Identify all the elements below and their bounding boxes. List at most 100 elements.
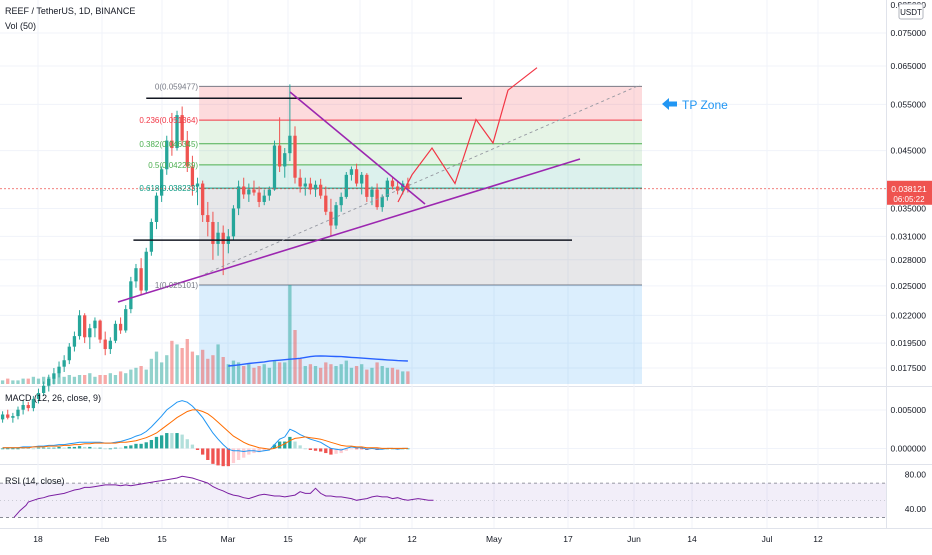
volume-bar — [175, 344, 179, 384]
macd-histogram-bar — [349, 448, 354, 450]
volume-bar — [360, 364, 364, 384]
macd-histogram-bar — [62, 447, 66, 449]
volume-bar — [293, 330, 297, 384]
macd-histogram-bar — [149, 439, 154, 449]
macd-histogram-bar — [277, 441, 282, 449]
candle-body — [170, 140, 174, 149]
volume-bar — [303, 366, 307, 384]
candle-body — [365, 174, 369, 197]
price-tick-label: 0.031000 — [891, 231, 927, 241]
volume-bar — [21, 378, 25, 384]
candle-body — [195, 183, 200, 187]
macd-histogram-bar — [185, 439, 189, 449]
volume-bar — [0, 380, 5, 384]
macd-histogram-bar — [134, 443, 138, 449]
macd-histogram-bar — [195, 448, 200, 450]
candle-body — [216, 232, 220, 244]
volume-bar — [308, 364, 313, 384]
rsi-tick-label: 80.00 — [905, 470, 927, 480]
candle-body — [41, 385, 46, 393]
macd-histogram-bar — [190, 444, 195, 449]
time-tick-label: 15 — [283, 534, 293, 544]
volume-bar — [108, 373, 112, 384]
volume-bar — [206, 358, 210, 384]
volume-bar — [129, 369, 133, 384]
time-tick-label: Jul — [762, 534, 773, 544]
rsi-band — [0, 483, 886, 518]
fib-zone — [199, 143, 643, 165]
candle-body — [206, 215, 210, 222]
candle-body — [93, 320, 97, 329]
macd-histogram-bar — [221, 448, 225, 467]
candle-body — [267, 189, 272, 196]
volume-bar — [190, 351, 195, 384]
candle-body — [272, 145, 277, 190]
candle-body — [201, 183, 205, 216]
volume-bar — [283, 362, 287, 384]
candle-body — [380, 196, 384, 208]
volume-bar — [375, 362, 379, 384]
candle-body — [283, 153, 287, 167]
candle-body — [313, 184, 318, 190]
candle-body — [165, 140, 169, 170]
fib-level-label: 0.618(0.038233) — [139, 184, 198, 193]
macd-histogram-bar — [98, 447, 102, 449]
macd-histogram-bar — [154, 436, 159, 449]
candle-body — [154, 195, 159, 222]
volume-bar — [380, 366, 384, 384]
macd-histogram-bar — [175, 433, 179, 449]
fib-level-label: 0.236(0.051364) — [139, 116, 198, 125]
candle-body — [334, 205, 338, 226]
candle-body — [118, 323, 123, 331]
volume-bar — [31, 376, 36, 384]
candle-body — [211, 221, 215, 244]
volume-bar — [144, 369, 148, 384]
candle-body — [83, 315, 87, 338]
volume-indicator-label: Vol (50) — [5, 21, 36, 31]
candle-body — [190, 166, 195, 187]
macd-histogram-bar — [108, 448, 112, 450]
macd-histogram-bar — [67, 446, 71, 449]
volume-bar — [298, 358, 302, 384]
volume-bar — [195, 355, 200, 384]
candle-body — [47, 378, 51, 386]
price-tick-label: 0.019500 — [891, 338, 927, 348]
volume-bar — [390, 367, 395, 384]
volume-bar — [201, 349, 205, 384]
volume-bar — [134, 367, 138, 384]
volume-bar — [83, 375, 87, 384]
volume-bar — [67, 375, 71, 384]
volume-bar — [334, 366, 338, 384]
volume-bar — [401, 371, 405, 384]
candle-body — [252, 189, 256, 193]
price-tick-label: 0.022000 — [891, 310, 927, 320]
candle-body — [149, 221, 154, 252]
macd-histogram-bar — [0, 448, 5, 450]
macd-histogram-bar — [231, 448, 236, 464]
macd-histogram-bar — [303, 448, 307, 450]
candle-body — [175, 115, 179, 149]
volume-bar — [6, 378, 10, 384]
volume-bar — [113, 375, 118, 384]
tp-zone-label: TP Zone — [682, 98, 728, 112]
macd-histogram-bar — [118, 447, 123, 449]
volume-bar — [62, 376, 66, 384]
macd-histogram-bar — [11, 448, 15, 450]
candle-body — [257, 192, 261, 202]
volume-bar — [170, 340, 174, 384]
fib-zone — [199, 120, 643, 144]
currency-badge[interactable] — [898, 3, 924, 20]
volume-bar — [77, 375, 82, 384]
volume-ma-line — [228, 355, 408, 367]
macd-histogram-bar — [308, 448, 313, 450]
volume-bar — [26, 378, 30, 384]
time-tick-label: Feb — [95, 534, 110, 544]
candle-body — [344, 174, 348, 197]
macd-histogram-bar — [319, 448, 323, 452]
candle-body — [6, 414, 10, 418]
macd-histogram-bar — [129, 445, 133, 449]
macd-histogram-bar — [72, 446, 77, 449]
candle-body — [303, 183, 307, 187]
volume-bar — [93, 376, 97, 384]
candle-body — [308, 183, 313, 190]
